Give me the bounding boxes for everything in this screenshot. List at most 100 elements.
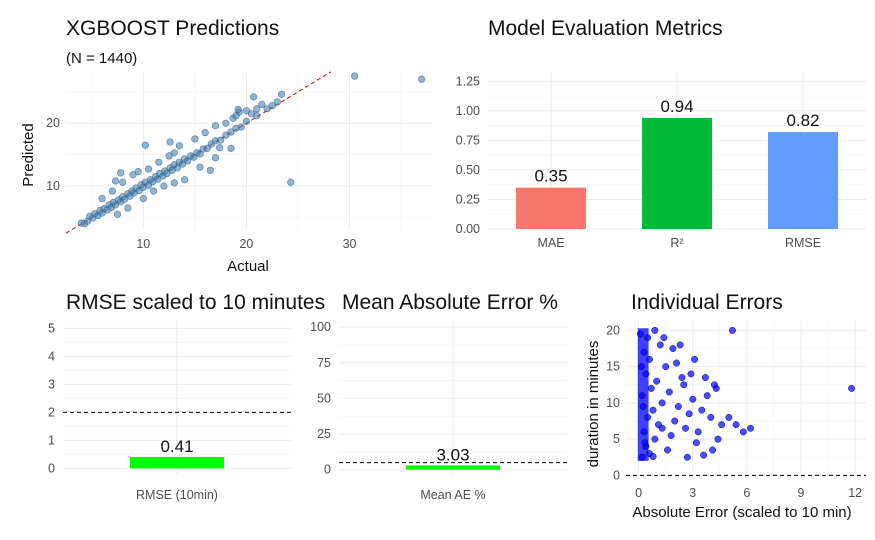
- error-point: [685, 410, 693, 418]
- prediction-point: [203, 144, 211, 152]
- error-point: [665, 388, 673, 396]
- prediction-point: [124, 204, 132, 212]
- y-tick-label: 2: [48, 405, 55, 419]
- prediction-point: [268, 102, 276, 110]
- y-tick-label: 4: [48, 349, 55, 363]
- error-point: [653, 377, 661, 385]
- x-tick-label: 6: [743, 486, 750, 500]
- rmse10-panel: 0.41 RMSE (10min) 0 1 2 3 4 5 RMSE scaled to 1…: [48, 291, 325, 502]
- prediction-point: [139, 195, 147, 203]
- error-point: [729, 326, 736, 334]
- prediction-point: [160, 182, 168, 190]
- error-point: [682, 424, 689, 432]
- rmse10-title: RMSE scaled to 10 minutes: [66, 291, 325, 314]
- error-point: [714, 435, 722, 443]
- bar-value-label: 0.41: [160, 437, 193, 456]
- y-tick-label: 50: [317, 391, 331, 405]
- error-point: [669, 345, 677, 352]
- prediction-point: [227, 128, 235, 136]
- y-tick-label: 25: [317, 427, 331, 441]
- error-point: [641, 439, 649, 447]
- prediction-point: [227, 144, 235, 152]
- metric-value-label: 0.94: [660, 97, 693, 116]
- metric-value-label: 0.82: [786, 111, 819, 130]
- predictions-subtitle: (N = 1440): [66, 50, 137, 67]
- error-point: [689, 395, 697, 403]
- error-point: [691, 355, 699, 363]
- prediction-point: [211, 122, 220, 130]
- prediction-point: [119, 178, 127, 186]
- error-point: [639, 403, 647, 410]
- prediction-point: [144, 165, 153, 173]
- prediction-point: [117, 169, 125, 177]
- error-point: [637, 363, 645, 371]
- y-tick-label: 0.00: [456, 222, 480, 236]
- error-point: [739, 428, 747, 436]
- error-point: [638, 392, 646, 400]
- errors-xlabel: Absolute Error (scaled to 10 min): [632, 504, 851, 521]
- prediction-point: [165, 152, 173, 160]
- prediction-point: [242, 117, 251, 125]
- metrics-title: Model Evaluation Metrics: [488, 17, 723, 40]
- error-point: [848, 384, 856, 392]
- error-point: [701, 374, 709, 381]
- predictions-xlabel: Actual: [227, 258, 269, 275]
- prediction-point: [287, 178, 295, 186]
- error-point: [692, 439, 700, 447]
- prediction-point: [263, 105, 271, 113]
- error-point: [651, 326, 659, 334]
- error-point: [683, 453, 691, 461]
- error-point: [644, 413, 652, 421]
- error-point: [664, 446, 671, 454]
- x-tick-label: 9: [798, 486, 805, 500]
- prediction-point: [222, 119, 230, 127]
- error-point: [680, 381, 688, 389]
- prediction-point: [258, 100, 266, 108]
- prediction-point: [166, 138, 174, 146]
- error-point: [710, 381, 718, 389]
- prediction-point: [222, 131, 230, 139]
- rmse10-tick-labels: RMSE (10min) 0 1 2 3 4 5: [48, 321, 218, 502]
- rmse10-bars: 0.41: [130, 437, 224, 469]
- y-tick-label: 5: [48, 321, 55, 335]
- errors-grid: [626, 321, 866, 479]
- error-point: [640, 348, 648, 356]
- error-point: [636, 330, 644, 338]
- x-tick-label: 10: [136, 237, 150, 251]
- prediction-point: [201, 129, 209, 137]
- error-point: [694, 428, 702, 436]
- error-point: [678, 374, 686, 381]
- y-tick-label: 0.75: [456, 133, 480, 147]
- metrics-bars: 0.35 0.94 0.82: [516, 97, 838, 229]
- prediction-point: [237, 123, 245, 131]
- errors-title: Individual Errors: [631, 291, 783, 314]
- error-point: [671, 417, 679, 425]
- error-point: [658, 399, 666, 407]
- error-point: [667, 432, 675, 439]
- error-point: [725, 413, 733, 421]
- prediction-point: [111, 177, 120, 185]
- error-point: [662, 363, 670, 371]
- y-tick-label: 5: [613, 432, 620, 446]
- error-point: [676, 341, 684, 349]
- y-tick-label: 0: [48, 461, 55, 475]
- prediction-point: [113, 210, 122, 218]
- prediction-point: [273, 98, 281, 106]
- errors-ylabel: duration in minutes: [585, 341, 602, 468]
- x-tick-label: 3: [689, 486, 696, 500]
- x-tick-label: 12: [848, 486, 862, 500]
- error-point: [649, 406, 657, 414]
- error-point: [644, 334, 652, 342]
- x-tick-label: MAE: [537, 236, 564, 250]
- error-point: [651, 435, 659, 443]
- prediction-point: [141, 141, 149, 149]
- prediction-point: [134, 167, 142, 176]
- value-bar: [130, 456, 224, 469]
- y-tick-label: 100: [310, 320, 331, 334]
- errors-points: [636, 326, 856, 461]
- error-point: [687, 370, 695, 378]
- prediction-point: [217, 136, 225, 144]
- metric-bar: [516, 187, 586, 229]
- prediction-point: [129, 171, 137, 179]
